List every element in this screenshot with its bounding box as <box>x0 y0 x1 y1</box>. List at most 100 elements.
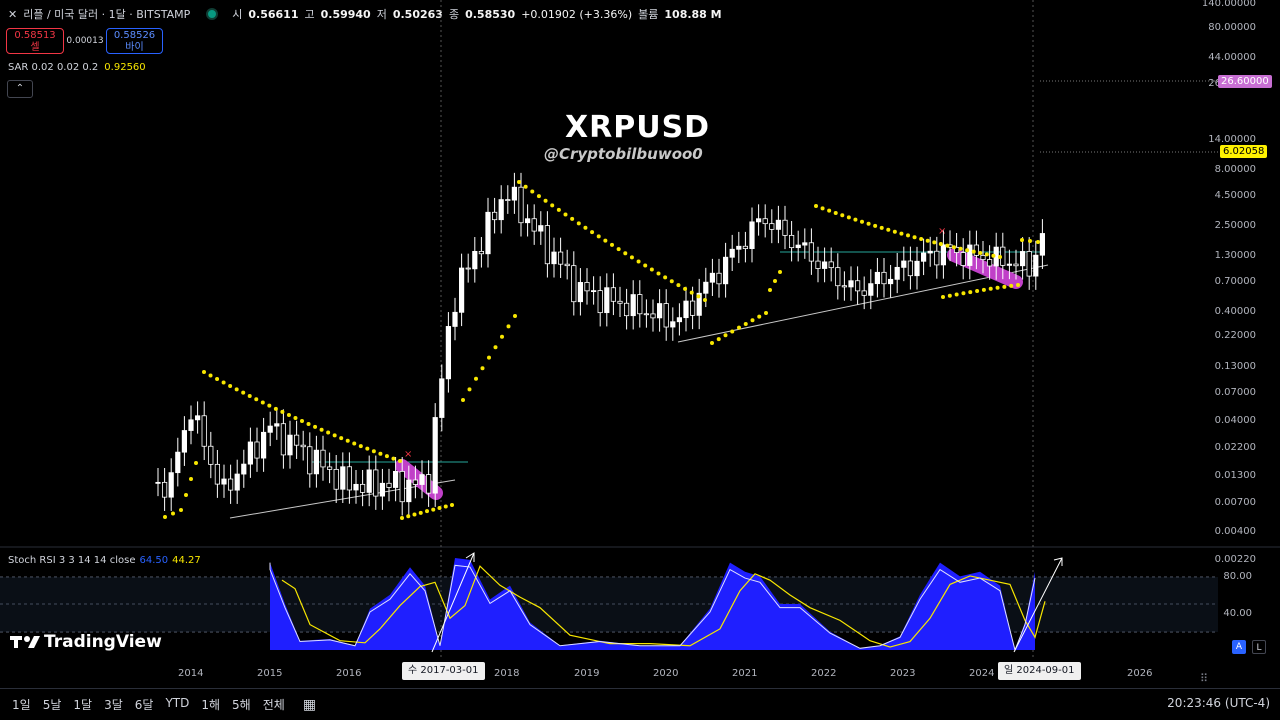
timeframe-button[interactable]: 1달 <box>73 698 93 712</box>
timeframe-button[interactable]: 6달 <box>134 698 154 712</box>
sar-dot <box>616 247 621 252</box>
timeframe-button[interactable]: YTD <box>165 696 190 710</box>
sar-dot <box>480 366 485 371</box>
sar-dot <box>1002 284 1007 289</box>
stoch-d-line <box>281 565 1046 648</box>
arrow-up-2024 <box>1013 557 1063 653</box>
symbol-title[interactable]: 리플 / 미국 달러 · 1달 · BITSTAMP <box>23 8 191 21</box>
sar-dot <box>215 377 220 382</box>
low-value: 0.50263 <box>392 7 443 21</box>
candle <box>458 267 465 313</box>
candle <box>1026 251 1032 277</box>
stoch-legend[interactable]: Stoch RSI 3 3 14 14 close 64.50 44.27 <box>8 555 201 566</box>
candle <box>485 211 491 255</box>
clock[interactable]: 20:23:46 (UTC-4) <box>1167 696 1270 710</box>
candle <box>940 244 947 266</box>
candle <box>855 280 861 292</box>
candle <box>359 483 366 493</box>
cross-marker-2: × <box>938 226 946 237</box>
candle <box>168 472 174 498</box>
candle <box>465 267 471 270</box>
price-axis-label: 0.02200 <box>1214 442 1256 453</box>
sar-legend[interactable]: SAR 0.02 0.02 0.2 0.92560 <box>8 62 146 73</box>
sar-dot <box>750 318 755 323</box>
sell-button[interactable]: 0.58513 셀 <box>6 28 64 54</box>
sar-dot <box>716 337 721 342</box>
candle <box>287 434 293 456</box>
sar-dot <box>583 225 588 230</box>
timeframe-button[interactable]: 5날 <box>42 698 62 712</box>
timeframe-button[interactable]: 5해 <box>232 698 251 712</box>
collapse-legend-button[interactable]: ⌃ <box>7 80 33 98</box>
sar-dot <box>947 293 952 298</box>
sar-dot <box>879 225 884 230</box>
high-label: 고 <box>304 8 315 21</box>
sar-dot <box>663 275 668 280</box>
sar-dot <box>313 424 318 429</box>
sar-dot <box>683 286 688 291</box>
timeframe-button[interactable]: 1해 <box>201 698 221 712</box>
auto-scale-button[interactable]: A <box>1232 640 1246 654</box>
calendar-icon[interactable]: ▦ <box>302 696 317 713</box>
sar-dot <box>925 238 930 243</box>
sell-label: 셀 <box>30 42 40 53</box>
stoch-axis-40: 40.00 <box>1223 608 1252 619</box>
candlesticks <box>155 172 1045 516</box>
candle <box>558 251 564 265</box>
candle <box>663 303 669 328</box>
log-scale-button[interactable]: L <box>1252 640 1266 654</box>
candle <box>808 242 815 262</box>
sar-dot <box>450 503 454 507</box>
candle <box>386 482 392 488</box>
candle <box>874 271 881 285</box>
candle <box>201 415 207 447</box>
candle <box>307 446 313 475</box>
candle <box>326 466 333 470</box>
sar-dot <box>500 334 504 339</box>
sar-dot <box>208 373 213 378</box>
candle <box>234 473 240 491</box>
time-axis-label: 2024 <box>969 668 995 679</box>
stoch-k-area <box>270 558 1035 650</box>
volume-value: 108.88 M <box>664 7 722 21</box>
price-axis-label: 0.00700 <box>1214 497 1256 508</box>
drag-handle-icon[interactable]: ⠿ <box>1200 672 1209 685</box>
sar-dot <box>530 189 535 194</box>
buy-button[interactable]: 0.58526 바이 <box>106 28 163 54</box>
tradingview-logo[interactable]: TradingView <box>10 632 162 652</box>
sar-dot <box>998 255 1002 259</box>
price-axis-label: 0.07000 <box>1214 387 1256 398</box>
candle <box>703 281 709 294</box>
sar-dot <box>171 511 175 516</box>
candle <box>716 272 722 285</box>
sar-dot <box>286 412 291 417</box>
sar-dot <box>365 446 370 451</box>
sar-dot <box>978 251 983 256</box>
candle <box>452 311 458 327</box>
arrow-up-2017 <box>431 552 475 653</box>
timeframe-button[interactable]: 전체 <box>262 698 285 712</box>
candle <box>155 481 161 484</box>
candle <box>650 313 656 319</box>
sar-dot <box>768 288 772 292</box>
sar-dot <box>517 180 521 184</box>
market-status-icon <box>206 8 219 20</box>
candle <box>894 266 900 280</box>
sar-dot <box>669 279 674 284</box>
sar-dot <box>723 333 728 338</box>
candle <box>861 290 867 296</box>
price-chart[interactable]: × × <box>0 0 1280 690</box>
sar-dot <box>536 194 541 199</box>
timeframe-button[interactable]: 3달 <box>104 698 123 712</box>
stoch-k-value: 64.50 <box>139 555 169 566</box>
candle <box>657 303 663 319</box>
sar-dot <box>899 231 904 236</box>
candle <box>544 225 551 265</box>
candle <box>373 469 379 497</box>
candle <box>425 474 432 494</box>
open-value: 0.56611 <box>248 7 299 21</box>
price-axis-label: 14.00000 <box>1208 134 1256 145</box>
timeframe-button[interactable]: 1일 <box>12 698 31 712</box>
price-axis-label: 140.00000 <box>1201 0 1256 9</box>
close-icon[interactable]: ✕ <box>8 7 18 21</box>
